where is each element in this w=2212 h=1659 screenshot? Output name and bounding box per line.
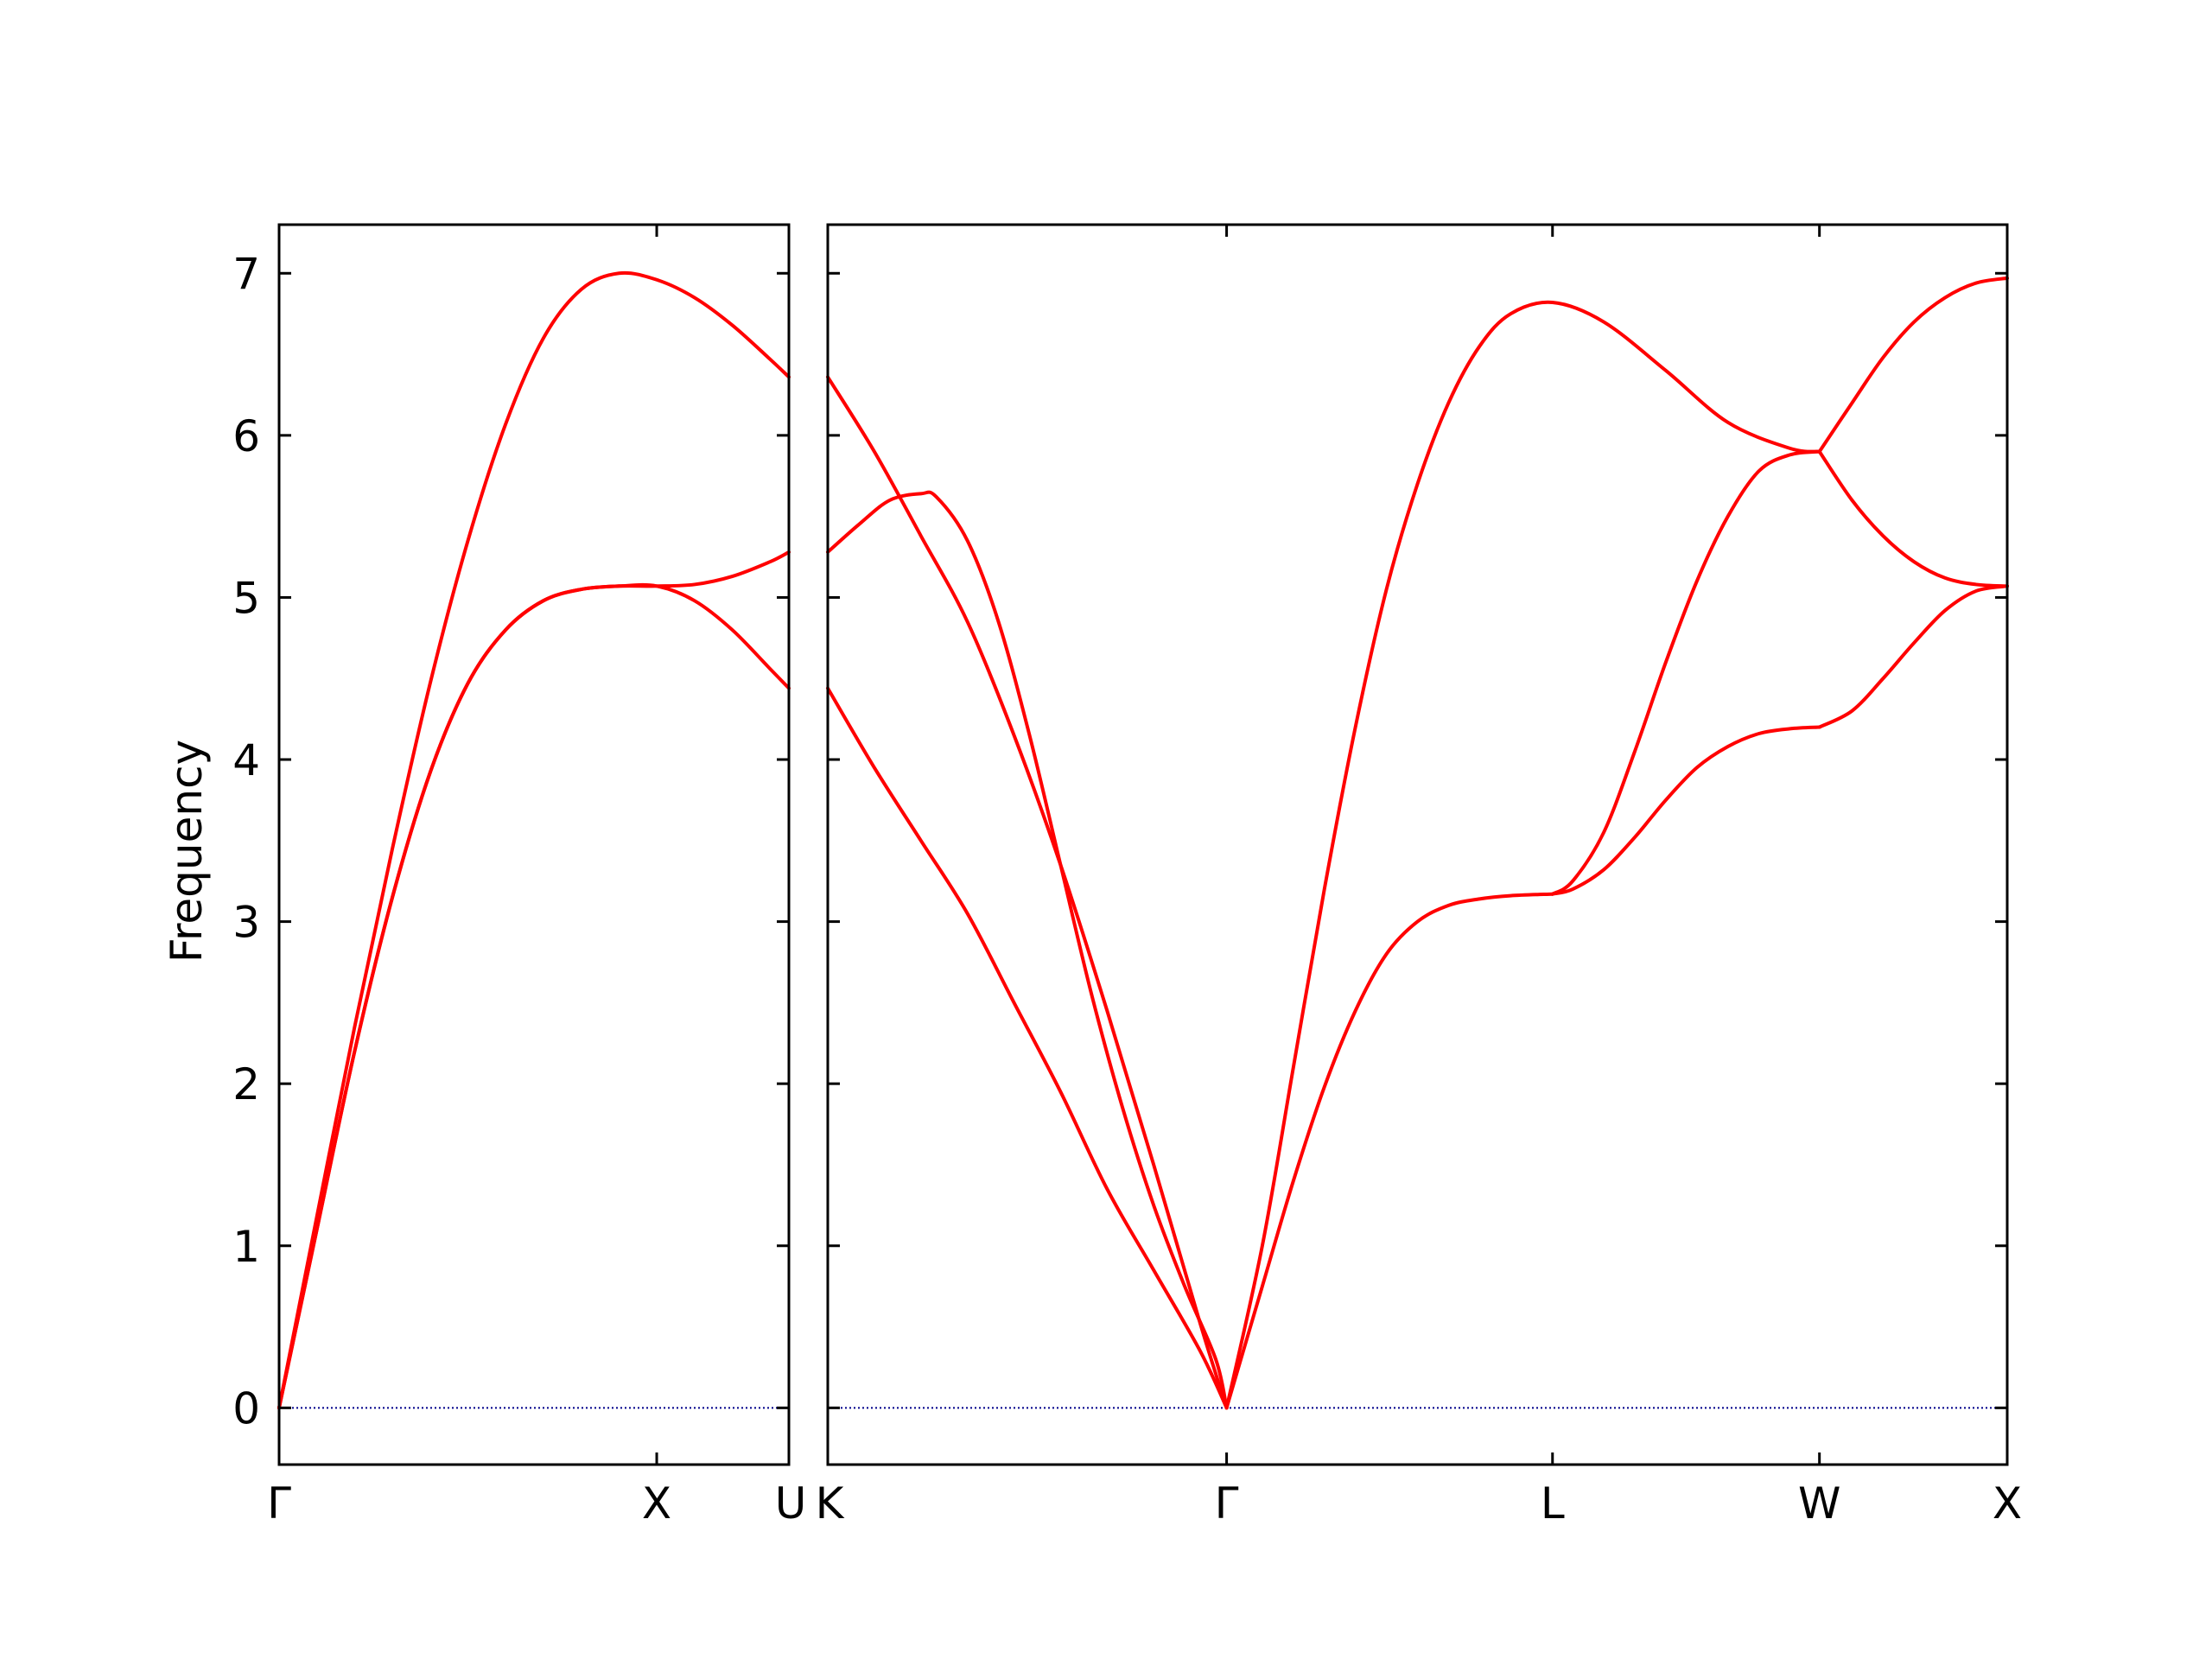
ytick-label-0: 0 bbox=[232, 1383, 260, 1433]
band-right-7 bbox=[1550, 725, 1821, 896]
y-axis-label: Frequency bbox=[162, 740, 212, 963]
ytick-label-2: 2 bbox=[232, 1059, 260, 1109]
axes-frame-right bbox=[826, 223, 2009, 1466]
band-right-5 bbox=[1224, 892, 1554, 1410]
kpoint-label-left-1: X bbox=[642, 1478, 671, 1529]
kpoint-label-right-0: K bbox=[816, 1478, 845, 1529]
ytick-label-3: 3 bbox=[232, 898, 260, 948]
band-right-8 bbox=[1817, 276, 2009, 454]
band-right-4 bbox=[1224, 300, 1821, 1410]
band-right-2 bbox=[826, 490, 1229, 1410]
ytick-label-7: 7 bbox=[232, 249, 260, 299]
ytick-label-1: 1 bbox=[232, 1222, 260, 1272]
axes-frame-left bbox=[277, 223, 791, 1466]
band-right-3 bbox=[826, 686, 1229, 1410]
ytick-label-6: 6 bbox=[232, 411, 260, 461]
kpoint-label-left-0: Γ bbox=[267, 1478, 291, 1529]
band-right-6 bbox=[1550, 449, 1821, 896]
kpoint-label-right-1: Γ bbox=[1215, 1478, 1239, 1529]
kpoint-label-right-2: L bbox=[1541, 1478, 1565, 1529]
ytick-label-4: 4 bbox=[232, 735, 260, 785]
ytick-label-5: 5 bbox=[232, 573, 260, 623]
band-right-1 bbox=[826, 375, 1229, 1410]
kpoint-label-right-3: W bbox=[1798, 1478, 1840, 1529]
kpoint-label-right-4: X bbox=[1993, 1478, 2022, 1529]
band-right-10 bbox=[1817, 584, 2009, 729]
band-right-9 bbox=[1817, 449, 2009, 588]
band-left-3 bbox=[277, 582, 791, 1410]
band-left-2 bbox=[277, 550, 791, 1410]
kpoint-label-left-2: U bbox=[775, 1478, 807, 1529]
band-left-1 bbox=[277, 270, 791, 1410]
